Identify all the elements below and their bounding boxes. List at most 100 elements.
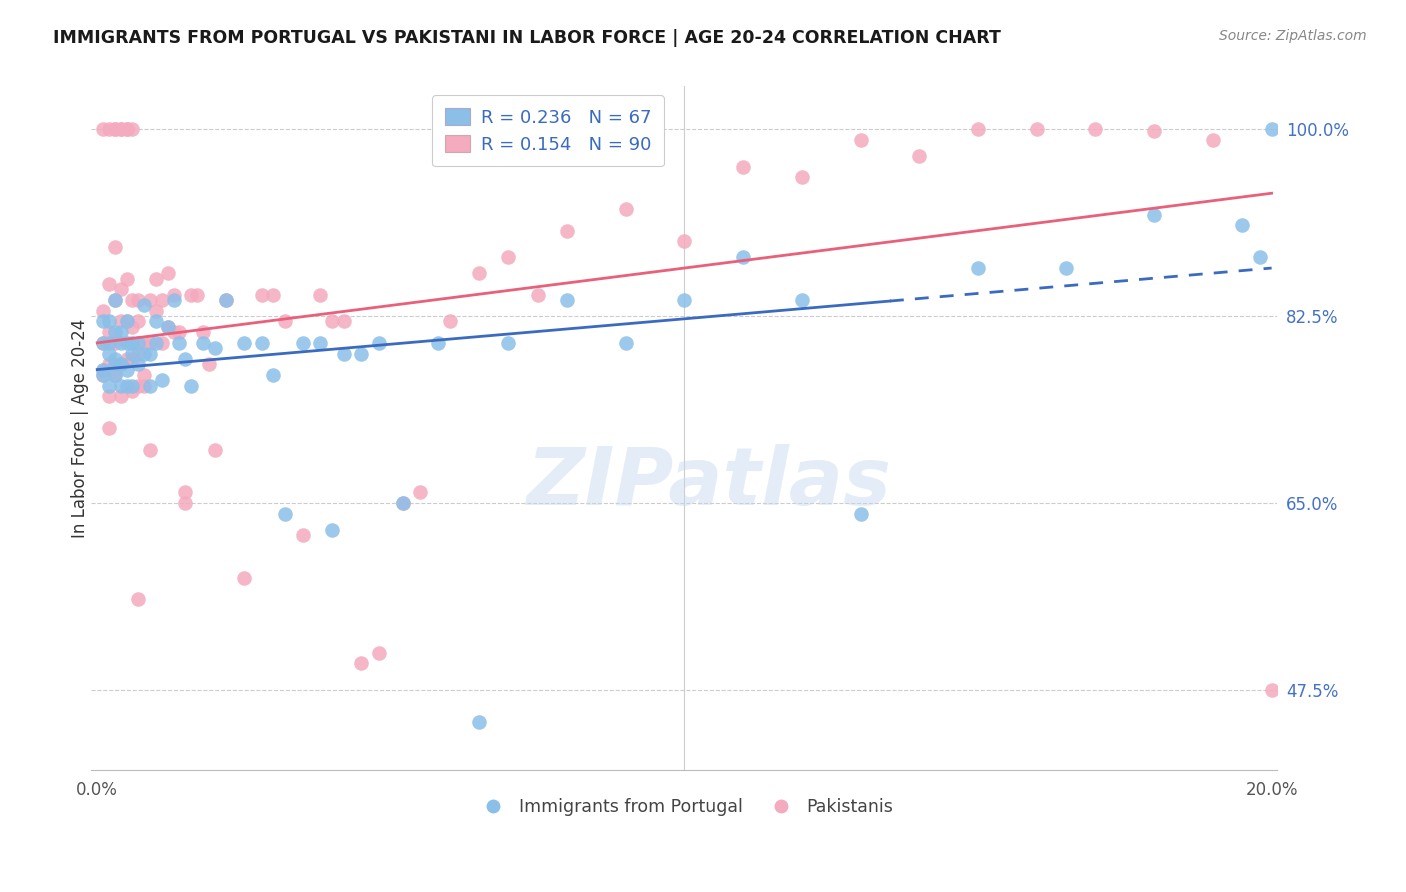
Point <box>115 271 138 285</box>
Point <box>262 368 284 382</box>
Point <box>98 122 121 136</box>
Point <box>110 357 132 371</box>
Point <box>1260 683 1282 698</box>
Point <box>350 657 373 671</box>
Point <box>274 314 297 328</box>
Point <box>555 224 578 238</box>
Point <box>321 314 343 328</box>
Point <box>104 293 127 307</box>
Point <box>468 715 491 730</box>
Point <box>790 170 813 185</box>
Point <box>115 351 138 366</box>
Point <box>156 266 179 280</box>
Point <box>409 485 432 500</box>
Point <box>526 287 548 301</box>
Point <box>145 303 167 318</box>
Point <box>391 496 413 510</box>
Point <box>121 346 143 360</box>
Point <box>91 362 114 376</box>
Point <box>98 277 121 291</box>
Point <box>110 282 132 296</box>
Point <box>134 368 156 382</box>
Point <box>98 346 121 360</box>
Point <box>1232 219 1254 233</box>
Point <box>127 378 149 392</box>
Point <box>115 314 138 328</box>
Point <box>104 122 127 136</box>
Point <box>145 314 167 328</box>
Point <box>121 319 143 334</box>
Point <box>91 314 114 328</box>
Y-axis label: In Labor Force | Age 20-24: In Labor Force | Age 20-24 <box>72 318 89 538</box>
Point <box>496 251 519 265</box>
Point <box>174 351 197 366</box>
Point <box>1143 208 1166 222</box>
Point <box>121 335 143 350</box>
Point <box>180 378 202 392</box>
Point <box>368 335 391 350</box>
Point <box>110 314 132 328</box>
Point <box>104 122 127 136</box>
Point <box>110 357 132 371</box>
Legend: Immigrants from Portugal, Pakistanis: Immigrants from Portugal, Pakistanis <box>468 791 901 823</box>
Point <box>104 368 127 382</box>
Point <box>291 528 314 542</box>
Point <box>91 368 114 382</box>
Point <box>849 507 872 521</box>
Point <box>150 373 173 387</box>
Point <box>91 368 114 382</box>
Point <box>121 384 143 398</box>
Point <box>104 293 127 307</box>
Point <box>162 325 184 339</box>
Point <box>426 335 449 350</box>
Point <box>104 335 127 350</box>
Text: Source: ZipAtlas.com: Source: ZipAtlas.com <box>1219 29 1367 43</box>
Point <box>204 442 226 457</box>
Point <box>98 335 121 350</box>
Point <box>121 293 143 307</box>
Point <box>156 319 179 334</box>
Point <box>169 335 191 350</box>
Point <box>849 133 872 147</box>
Point <box>98 378 121 392</box>
Point <box>98 325 121 339</box>
Point <box>291 335 314 350</box>
Point <box>391 496 413 510</box>
Point <box>91 335 114 350</box>
Point <box>110 335 132 350</box>
Point <box>673 235 696 249</box>
Point <box>91 122 114 136</box>
Point <box>191 335 214 350</box>
Point <box>614 335 637 350</box>
Point <box>91 362 114 376</box>
Point <box>115 314 138 328</box>
Point <box>150 335 173 350</box>
Point <box>967 260 990 275</box>
Point <box>104 368 127 382</box>
Point <box>439 314 461 328</box>
Point <box>350 346 373 360</box>
Point <box>790 293 813 307</box>
Point <box>110 122 132 136</box>
Point <box>333 314 356 328</box>
Point <box>98 389 121 403</box>
Point <box>215 293 238 307</box>
Point <box>908 149 931 163</box>
Point <box>180 287 202 301</box>
Point <box>115 335 138 350</box>
Point <box>1025 122 1047 136</box>
Point <box>1202 133 1225 147</box>
Point <box>110 122 132 136</box>
Point <box>139 293 162 307</box>
Point <box>104 240 127 254</box>
Point <box>333 346 356 360</box>
Point <box>321 523 343 537</box>
Point <box>98 314 121 328</box>
Point <box>496 335 519 350</box>
Point <box>115 362 138 376</box>
Point <box>134 346 156 360</box>
Point <box>233 571 256 585</box>
Point <box>145 271 167 285</box>
Point <box>1143 124 1166 138</box>
Point <box>104 325 127 339</box>
